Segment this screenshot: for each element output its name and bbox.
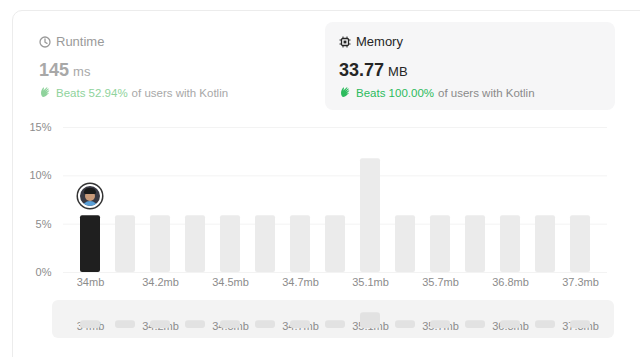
- svg-text:34mb: 34mb: [77, 276, 105, 288]
- svg-text:35.7mb: 35.7mb: [422, 320, 459, 332]
- html-text:33.77 MB: 33.77 MB: [339, 60, 408, 80]
- svg-text:34.5mb: 34.5mb: [212, 276, 249, 288]
- svg-text:5%: 5%: [36, 218, 52, 230]
- svg-text:37.3mb: 37.3mb: [562, 276, 599, 288]
- svg-text:10%: 10%: [29, 169, 51, 181]
- svg-text:34.2mb: 34.2mb: [142, 276, 179, 288]
- html-text:Runtime: Runtime: [56, 34, 105, 49]
- svg-text:35.1mb: 35.1mb: [352, 276, 389, 288]
- svg-text:34.7mb: 34.7mb: [282, 320, 319, 332]
- html-text:Beats 52.94% of users with Kot: Beats 52.94% of users with Kotlin: [56, 86, 229, 99]
- svg-text:34.5mb: 34.5mb: [212, 320, 249, 332]
- svg-text:36.8mb: 36.8mb: [492, 320, 529, 332]
- svg-text:37.3mb: 37.3mb: [562, 320, 599, 332]
- svg-text:34.7mb: 34.7mb: [282, 276, 319, 288]
- html-text:Memory: Memory: [356, 34, 403, 49]
- svg-text:36.8mb: 36.8mb: [492, 276, 529, 288]
- svg-text:35.1mb: 35.1mb: [352, 320, 389, 333]
- svg-text:34.2mb: 34.2mb: [142, 320, 179, 332]
- svg-text:34mb: 34mb: [77, 320, 105, 332]
- svg-text:35.7mb: 35.7mb: [422, 276, 459, 288]
- svg-text:15%: 15%: [29, 121, 51, 133]
- svg-text:0%: 0%: [36, 266, 52, 278]
- html-text:145 ms: 145 ms: [39, 60, 91, 80]
- html-text:Beats 100.00% of users with Ko: Beats 100.00% of users with Kotlin: [356, 86, 535, 99]
